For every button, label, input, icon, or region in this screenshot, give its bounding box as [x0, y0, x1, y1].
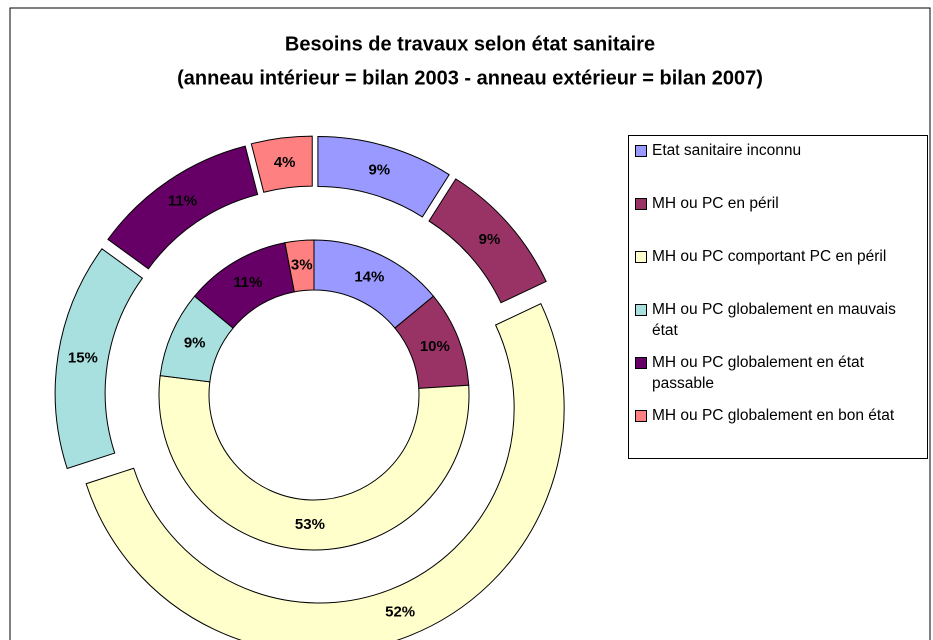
legend-swatch [635, 410, 647, 422]
ring-segment [250, 135, 313, 193]
data-label: 14% [354, 268, 384, 285]
legend-swatch [635, 198, 647, 210]
legend-label: MH ou PC globalement en mauvais état [652, 301, 896, 339]
legend: Etat sanitaire inconnu MH ou PC en péril M… [628, 135, 928, 459]
data-label: 10% [420, 338, 450, 355]
data-label: 11% [168, 192, 197, 209]
chart-title: Besoins de travaux selon état sanitaire [285, 33, 655, 55]
data-label: 3% [291, 257, 313, 274]
legend-label: MH ou PC globalement en état passable [652, 354, 864, 392]
legend-entry: MH ou PC globalement en bon état [635, 405, 921, 458]
legend-swatch [635, 357, 647, 369]
data-label: 4% [274, 154, 296, 171]
ring-segment [107, 145, 259, 270]
legend-entry: Etat sanitaire inconnu [635, 140, 921, 193]
ring-segment [317, 136, 450, 218]
data-label: 9% [368, 161, 390, 178]
legend-entry: MH ou PC comportant PC en péril [635, 246, 921, 299]
legend-entry: MH ou PC en péril [635, 193, 921, 246]
data-label: 52% [385, 604, 415, 621]
data-label: 11% [233, 274, 262, 291]
ring-segment [158, 375, 470, 551]
legend-label: MH ou PC comportant PC en péril [652, 248, 887, 265]
ring-segment [85, 303, 565, 640]
legend-swatch [635, 145, 647, 157]
legend-label: MH ou PC globalement en bon état [652, 407, 895, 424]
data-label: 53% [295, 516, 325, 533]
ring-segment [284, 239, 315, 293]
ring-segment [428, 178, 547, 304]
data-label: 9% [479, 231, 501, 248]
legend-entry: MH ou PC globalement en état passable [635, 352, 921, 405]
legend-entry: MH ou PC globalement en mauvais état [635, 299, 921, 352]
data-label: 15% [68, 349, 98, 366]
data-label: 9% [184, 334, 206, 351]
legend-swatch [635, 251, 647, 263]
ring-segment [54, 248, 144, 470]
legend-swatch [635, 304, 647, 316]
chart-subtitle: (anneau intérieur = bilan 2003 - anneau … [177, 67, 763, 89]
legend-label: Etat sanitaire inconnu [652, 142, 802, 159]
legend-label: MH ou PC en péril [652, 195, 779, 212]
